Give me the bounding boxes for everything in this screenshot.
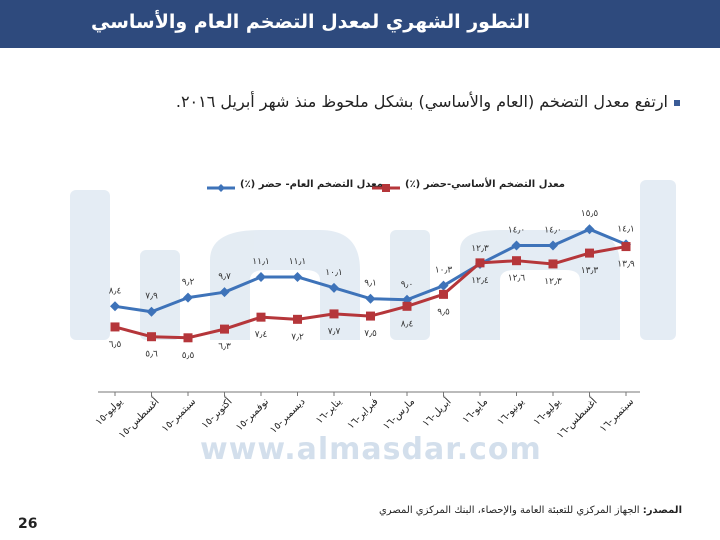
x-tick-label: مارس-١٦ xyxy=(381,396,417,432)
data-label-general: ١٤٫١ xyxy=(617,224,634,234)
data-point-general xyxy=(256,271,266,282)
data-point-general xyxy=(365,293,376,304)
data-label-core: ٥٫٦ xyxy=(145,350,158,360)
data-point-general xyxy=(146,306,157,317)
data-label-general: ٩٫٢ xyxy=(182,278,195,288)
data-label-general: ١٢٫٣ xyxy=(471,244,489,254)
source-note: المصدر: الجهاز المركزي للتعبئة العامة وا… xyxy=(379,505,682,516)
legend-swatch-core-icon xyxy=(372,184,400,192)
data-label-core: ١٢٫٤ xyxy=(471,276,489,286)
data-label-core: ٨٫٤ xyxy=(401,319,414,329)
data-label-general: ٩٫٧ xyxy=(218,272,231,282)
x-tick-label: سبتمبر-١٦ xyxy=(598,396,636,434)
source-label: المصدر: xyxy=(642,505,682,516)
slide-header: التطور الشهري لمعدل التضخم العام والأساس… xyxy=(0,0,720,48)
data-point-core xyxy=(512,256,521,266)
bullet-square-icon xyxy=(674,99,680,106)
chart-legend: معدل التضخم العام- حضر (٪) معدل التضخم ا… xyxy=(0,178,720,198)
data-point-general xyxy=(219,287,230,298)
x-tick-label: يوليو-١٥ xyxy=(94,396,126,428)
data-label-core: ٧٫٤ xyxy=(255,330,268,340)
header-divider xyxy=(0,48,720,51)
data-label-core: ٥٫٥ xyxy=(182,351,195,361)
data-point-general xyxy=(511,240,522,251)
data-label-core: ٧٫٧ xyxy=(328,327,341,337)
data-point-general xyxy=(110,301,120,312)
x-tick-label: سبتمبر-١٥ xyxy=(160,396,198,434)
legend-label-core: معدل التضخم الأساسي-حضر (٪) xyxy=(405,179,565,190)
data-label-general: ١٤٫٠ xyxy=(508,225,525,235)
data-point-general xyxy=(183,292,193,303)
data-label-core: ٦٫٣ xyxy=(218,342,231,352)
data-point-general xyxy=(548,240,558,251)
data-label-general: ٩٫١ xyxy=(364,279,377,289)
x-tick-label: أبريل-١٦ xyxy=(419,395,454,430)
data-label-general: ١٤٫٠ xyxy=(544,225,561,235)
source-text: الجهاز المركزي للتعبئة العامة والإحصاء، … xyxy=(378,505,640,516)
data-point-core xyxy=(621,242,631,252)
data-point-general xyxy=(292,271,303,282)
x-tick-label: يونيو-١٦ xyxy=(495,396,526,427)
watermark-logo xyxy=(70,180,676,340)
data-label-general: ٧٫٩ xyxy=(145,292,158,302)
bullet-point: ارتفع معدل التضخم (العام والأساسي) بشكل … xyxy=(176,92,680,111)
data-point-core xyxy=(110,322,120,332)
data-point-core xyxy=(329,309,339,319)
data-point-core xyxy=(475,258,485,268)
data-label-general: ١١٫١ xyxy=(289,257,306,267)
data-label-core: ٧٫٢ xyxy=(291,332,304,342)
x-tick-label: يوليو-١٦ xyxy=(532,396,564,428)
data-label-general: ١٥٫٥ xyxy=(581,209,599,219)
data-point-general xyxy=(329,282,339,293)
x-tick-label: مايو-١٦ xyxy=(461,396,490,425)
data-point-core xyxy=(402,301,412,311)
data-point-core xyxy=(220,324,229,334)
data-label-general: ١٠٫٣ xyxy=(435,266,453,276)
data-label-core: ٦٫٥ xyxy=(109,340,122,350)
data-point-core xyxy=(585,248,594,258)
legend-label-general: معدل التضخم العام- حضر (٪) xyxy=(240,179,383,190)
watermark-url: www.almasdar.com xyxy=(200,432,542,467)
data-point-core xyxy=(293,314,302,324)
x-tick-label: نوفمبر-١٥ xyxy=(234,396,271,433)
data-point-core xyxy=(256,312,266,322)
data-point-core xyxy=(366,311,375,321)
data-label-core: ٩٫٥ xyxy=(437,307,450,317)
data-point-core xyxy=(439,289,448,299)
x-tick-label: يناير-١٦ xyxy=(314,396,344,426)
data-point-general xyxy=(438,280,449,291)
slide-title: التطور الشهري لمعدل التضخم العام والأساس… xyxy=(91,11,530,33)
data-label-general: ١٠٫١ xyxy=(325,268,342,278)
legend-swatch-general-icon xyxy=(207,184,235,192)
x-tick-label: فبراير-١٦ xyxy=(345,396,380,431)
data-label-general: ٩٫٠ xyxy=(401,280,414,290)
data-label-core: ١٣٫٣ xyxy=(581,266,599,276)
x-tick-label: أكتوبر-١٥ xyxy=(198,395,234,431)
data-label-core: ١٢٫٦ xyxy=(508,274,526,284)
data-point-core xyxy=(548,259,558,269)
data-point-general xyxy=(584,224,595,235)
data-label-core: ١٣٫٩ xyxy=(617,260,635,270)
data-label-core: ١٢٫٣ xyxy=(544,277,562,287)
page-number: 26 xyxy=(18,516,38,532)
data-label-core: ٧٫٥ xyxy=(364,329,377,339)
bullet-text: ارتفع معدل التضخم (العام والأساسي) بشكل … xyxy=(175,92,668,111)
data-point-core xyxy=(183,333,193,343)
data-label-general: ١١٫١ xyxy=(252,257,269,267)
x-tick-label: ديسمبر-١٥ xyxy=(268,396,307,435)
data-label-general: ٨٫٤ xyxy=(109,286,122,296)
data-point-core xyxy=(147,332,156,342)
